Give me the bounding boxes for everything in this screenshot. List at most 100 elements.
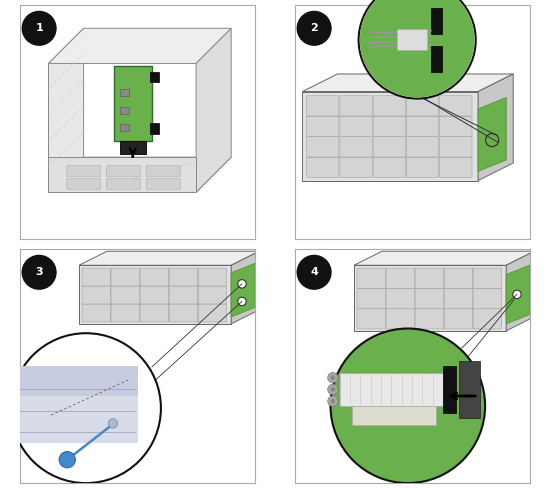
Polygon shape xyxy=(196,28,231,192)
FancyBboxPatch shape xyxy=(415,288,444,309)
Text: 2: 2 xyxy=(310,23,318,33)
Circle shape xyxy=(359,0,476,99)
Text: 1: 1 xyxy=(35,23,43,33)
Circle shape xyxy=(296,255,332,290)
FancyBboxPatch shape xyxy=(373,116,405,137)
Circle shape xyxy=(328,396,338,407)
FancyBboxPatch shape xyxy=(169,286,197,304)
FancyBboxPatch shape xyxy=(357,309,386,329)
Circle shape xyxy=(331,328,485,483)
Polygon shape xyxy=(231,264,255,317)
Polygon shape xyxy=(302,74,513,92)
FancyBboxPatch shape xyxy=(198,286,227,304)
FancyBboxPatch shape xyxy=(150,72,158,82)
Circle shape xyxy=(11,333,161,483)
Polygon shape xyxy=(506,251,534,331)
Circle shape xyxy=(238,280,246,288)
Text: 4: 4 xyxy=(310,267,318,277)
FancyBboxPatch shape xyxy=(439,96,472,116)
FancyBboxPatch shape xyxy=(82,286,111,304)
Polygon shape xyxy=(302,92,478,181)
Text: 3: 3 xyxy=(35,267,43,277)
FancyBboxPatch shape xyxy=(198,268,227,286)
FancyBboxPatch shape xyxy=(120,89,129,96)
FancyBboxPatch shape xyxy=(306,157,339,178)
Circle shape xyxy=(238,297,246,305)
FancyBboxPatch shape xyxy=(340,116,372,137)
FancyBboxPatch shape xyxy=(340,96,372,116)
FancyBboxPatch shape xyxy=(431,46,442,72)
FancyBboxPatch shape xyxy=(444,288,472,309)
Polygon shape xyxy=(354,265,506,331)
Polygon shape xyxy=(48,28,231,63)
FancyBboxPatch shape xyxy=(406,137,439,157)
FancyBboxPatch shape xyxy=(146,179,180,189)
FancyBboxPatch shape xyxy=(306,96,339,116)
FancyBboxPatch shape xyxy=(340,137,372,157)
FancyBboxPatch shape xyxy=(111,268,140,286)
FancyBboxPatch shape xyxy=(386,288,415,309)
FancyBboxPatch shape xyxy=(443,366,456,413)
FancyBboxPatch shape xyxy=(415,268,444,288)
FancyBboxPatch shape xyxy=(459,361,481,418)
Polygon shape xyxy=(79,265,231,324)
FancyBboxPatch shape xyxy=(306,116,339,137)
Wedge shape xyxy=(360,0,475,98)
Circle shape xyxy=(331,375,335,380)
FancyBboxPatch shape xyxy=(67,179,101,189)
Polygon shape xyxy=(340,373,443,406)
FancyBboxPatch shape xyxy=(406,116,439,137)
Polygon shape xyxy=(48,28,84,192)
Polygon shape xyxy=(16,396,139,443)
Polygon shape xyxy=(478,98,506,171)
FancyBboxPatch shape xyxy=(439,137,472,157)
Circle shape xyxy=(513,290,521,299)
Circle shape xyxy=(331,399,335,404)
FancyBboxPatch shape xyxy=(340,157,372,178)
Polygon shape xyxy=(506,265,530,324)
FancyBboxPatch shape xyxy=(357,288,386,309)
FancyBboxPatch shape xyxy=(473,309,502,329)
FancyBboxPatch shape xyxy=(198,304,227,322)
FancyBboxPatch shape xyxy=(473,268,502,288)
FancyBboxPatch shape xyxy=(373,157,405,178)
Polygon shape xyxy=(48,157,231,192)
FancyBboxPatch shape xyxy=(140,268,169,286)
FancyBboxPatch shape xyxy=(431,8,442,34)
FancyBboxPatch shape xyxy=(386,309,415,329)
Circle shape xyxy=(331,387,335,392)
FancyBboxPatch shape xyxy=(120,107,129,114)
Polygon shape xyxy=(16,366,139,396)
Circle shape xyxy=(108,419,118,428)
FancyBboxPatch shape xyxy=(473,288,502,309)
FancyBboxPatch shape xyxy=(140,304,169,322)
Polygon shape xyxy=(351,406,436,425)
FancyBboxPatch shape xyxy=(373,137,405,157)
FancyBboxPatch shape xyxy=(373,96,405,116)
FancyBboxPatch shape xyxy=(439,116,472,137)
Circle shape xyxy=(328,384,338,395)
FancyBboxPatch shape xyxy=(357,268,386,288)
FancyBboxPatch shape xyxy=(82,304,111,322)
FancyBboxPatch shape xyxy=(106,179,141,189)
FancyBboxPatch shape xyxy=(444,268,472,288)
FancyBboxPatch shape xyxy=(111,286,140,304)
FancyBboxPatch shape xyxy=(82,268,111,286)
FancyBboxPatch shape xyxy=(120,124,129,131)
FancyBboxPatch shape xyxy=(111,304,140,322)
Circle shape xyxy=(21,11,57,46)
Circle shape xyxy=(21,255,57,290)
FancyBboxPatch shape xyxy=(169,268,197,286)
FancyBboxPatch shape xyxy=(439,157,472,178)
FancyBboxPatch shape xyxy=(150,123,158,134)
Polygon shape xyxy=(48,157,196,192)
FancyBboxPatch shape xyxy=(306,137,339,157)
FancyBboxPatch shape xyxy=(406,157,439,178)
FancyBboxPatch shape xyxy=(386,268,415,288)
FancyBboxPatch shape xyxy=(106,166,141,177)
Polygon shape xyxy=(478,74,513,181)
Circle shape xyxy=(328,372,338,383)
FancyBboxPatch shape xyxy=(67,166,101,177)
FancyBboxPatch shape xyxy=(397,29,428,51)
FancyBboxPatch shape xyxy=(146,166,180,177)
